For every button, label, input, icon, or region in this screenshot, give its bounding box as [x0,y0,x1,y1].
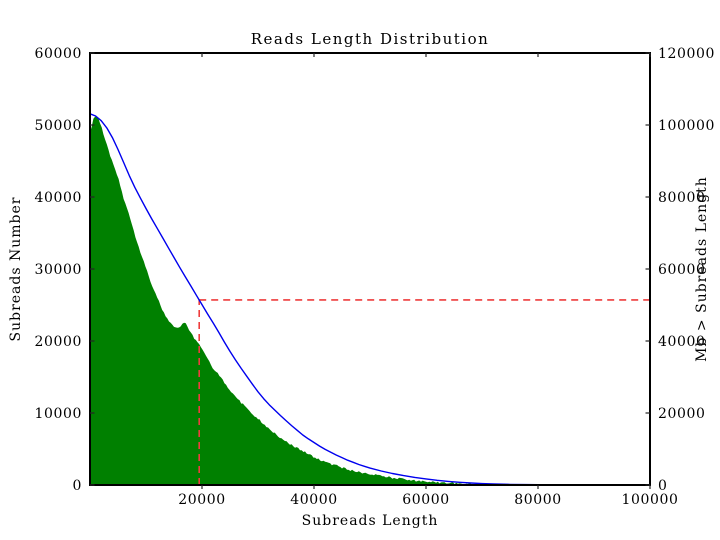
x-tick-label: 60000 [402,492,450,508]
y-right-tick-label: 100000 [658,118,715,134]
x-tick-label: 80000 [514,492,562,508]
x-tick-label: 40000 [290,492,338,508]
x-tick-label: 100000 [621,492,678,508]
y-left-tick-label: 10000 [34,406,82,422]
subreads-histogram-area [90,116,538,485]
y-left-tick-label: 40000 [34,190,82,206]
chart-layers: 20000 40000 60000 80000 10000001000020000300… [34,46,715,508]
y-right-tick-label: 20000 [658,406,706,422]
x-tick-label: 20000 [178,492,226,508]
cumulative-mb-line [89,113,650,486]
y-right-tick-label: 60000 [658,262,706,278]
chart-title: Reads Length Distribution [251,30,490,48]
y-left-tick-label: 50000 [34,118,82,134]
y-left-tick-label: 30000 [34,262,82,278]
y-left-tick-label: 0 [72,478,82,494]
y-right-tick-label: 0 [658,478,668,494]
y-right-axis-label: Mb > Subreads Length [694,176,710,362]
y-left-tick-label: 20000 [34,334,82,350]
y-right-tick-label: 40000 [658,334,706,350]
y-right-tick-label: 80000 [658,190,706,206]
y-left-tick-label: 60000 [34,46,82,62]
x-axis-label: Subreads Length [302,513,439,529]
y-right-tick-label: 120000 [658,46,715,62]
y-left-axis-label: Subreads Number [8,197,24,342]
